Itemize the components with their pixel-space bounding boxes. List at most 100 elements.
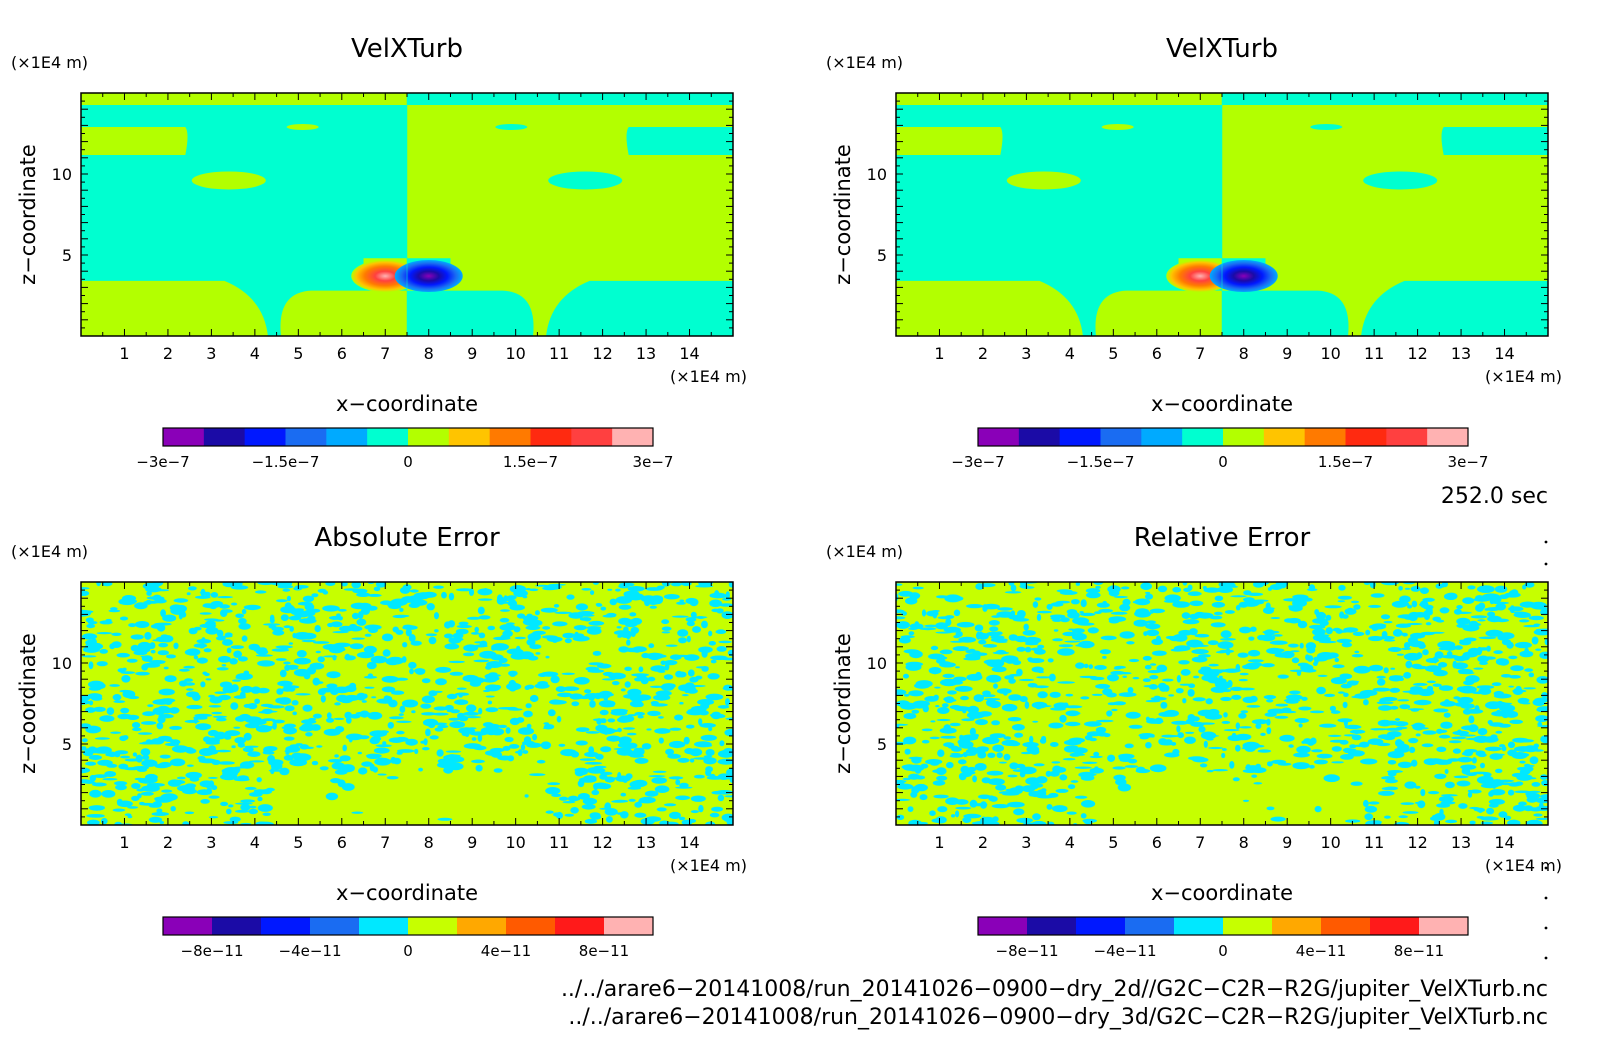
noise-blob: [577, 793, 590, 800]
noise-blob: [367, 711, 383, 720]
noise-blob: [1467, 585, 1476, 590]
colorbar-swatch: [506, 917, 556, 935]
noise-blob: [1363, 799, 1369, 808]
noise-blob: [1057, 681, 1075, 684]
noise-blob: [1340, 754, 1354, 760]
noise-blob: [504, 736, 514, 743]
noise-blob: [1072, 628, 1085, 634]
noise-blob: [1445, 819, 1458, 824]
noise-blob: [1036, 613, 1042, 622]
noise-blob: [1224, 610, 1235, 614]
noise-blob: [1495, 768, 1503, 774]
noise-blob: [420, 703, 432, 709]
noise-blob: [234, 766, 247, 769]
noise-blob: [145, 773, 158, 781]
noise-blob: [465, 716, 482, 719]
y-tick-label: 5: [62, 246, 72, 265]
noise-blob: [1142, 678, 1151, 682]
noise-blob: [690, 611, 697, 619]
noise-blob: [1382, 735, 1396, 741]
noise-blob: [1477, 585, 1495, 593]
colorbar-label: 3e−7: [1448, 453, 1489, 471]
noise-blob: [478, 632, 486, 639]
noise-blob: [1353, 604, 1361, 610]
noise-blob: [1095, 585, 1101, 589]
noise-blob: [954, 685, 973, 692]
noise-blob: [1182, 698, 1187, 704]
colorbar-swatch: [571, 428, 613, 446]
noise-blob: [401, 596, 416, 603]
noise-blob: [490, 747, 505, 753]
noise-blob: [989, 796, 998, 802]
noise-blob: [263, 746, 278, 752]
noise-blob: [1079, 675, 1098, 679]
noise-blob: [656, 807, 667, 812]
x-tick-label: 1: [119, 833, 129, 852]
noise-blob: [281, 688, 296, 691]
noise-blob: [226, 647, 232, 654]
noise-blob: [458, 621, 469, 626]
noise-blob: [1426, 685, 1434, 692]
noise-blob: [634, 677, 643, 682]
contour-field: [896, 93, 1548, 336]
noise-blob: [975, 820, 993, 824]
colorbar-swatch: [1263, 428, 1306, 446]
noise-blob: [1316, 686, 1326, 695]
noise-blob: [1192, 757, 1209, 763]
noise-blob: [500, 609, 510, 612]
noise-blob: [914, 621, 919, 627]
noise-blob: [499, 617, 510, 623]
noise-blob: [623, 727, 635, 730]
noise-blob: [1522, 765, 1534, 773]
noise-blob: [528, 588, 539, 592]
noise-blob: [1206, 769, 1214, 773]
noise-blob: [1528, 672, 1535, 678]
noise-blob: [615, 588, 621, 592]
noise-blob: [510, 652, 527, 660]
noise-blob: [265, 787, 275, 792]
colorbar-swatch: [326, 428, 368, 446]
noise-blob: [241, 608, 247, 615]
noise-blob: [375, 582, 387, 588]
noise-blob: [1342, 701, 1348, 709]
noise-blob: [709, 773, 716, 779]
noise-blob: [955, 810, 960, 818]
noise-blob: [600, 768, 606, 772]
x-tick-label: 13: [636, 344, 656, 363]
x-tick-label: 6: [337, 344, 347, 363]
noise-blob: [1029, 735, 1034, 744]
noise-blob: [1132, 676, 1140, 680]
noise-blob: [1453, 608, 1462, 615]
noise-blob: [1034, 597, 1042, 601]
noise-blob: [351, 582, 361, 589]
noise-blob: [401, 699, 419, 708]
noise-blob: [624, 666, 632, 671]
noise-blob: [900, 635, 915, 639]
noise-blob: [132, 752, 138, 757]
noise-blob: [1477, 619, 1486, 622]
noise-blob: [226, 808, 232, 815]
noise-blob: [670, 654, 682, 660]
noise-blob: [930, 645, 939, 651]
noise-blob: [1457, 668, 1473, 674]
noise-blob: [156, 624, 166, 632]
x-tick-label: 13: [1451, 344, 1471, 363]
noise-blob: [669, 811, 681, 820]
noise-blob: [1414, 785, 1421, 789]
x-tick-label: 7: [380, 833, 390, 852]
noise-blob: [956, 621, 975, 628]
noise-blob: [1229, 761, 1235, 769]
y-tick-label: 10: [867, 165, 887, 184]
noise-blob: [1263, 695, 1277, 700]
noise-blob: [87, 819, 100, 825]
noise-blob: [210, 592, 219, 598]
noise-blob: [163, 666, 169, 670]
noise-blob: [488, 732, 495, 736]
noise-blob: [240, 685, 253, 693]
noise-blob: [624, 681, 631, 688]
noise-blob: [109, 684, 120, 687]
noise-blob: [1142, 655, 1152, 661]
noise-blob: [910, 791, 918, 798]
noise-blob: [173, 598, 189, 603]
noise-blob: [955, 666, 960, 669]
